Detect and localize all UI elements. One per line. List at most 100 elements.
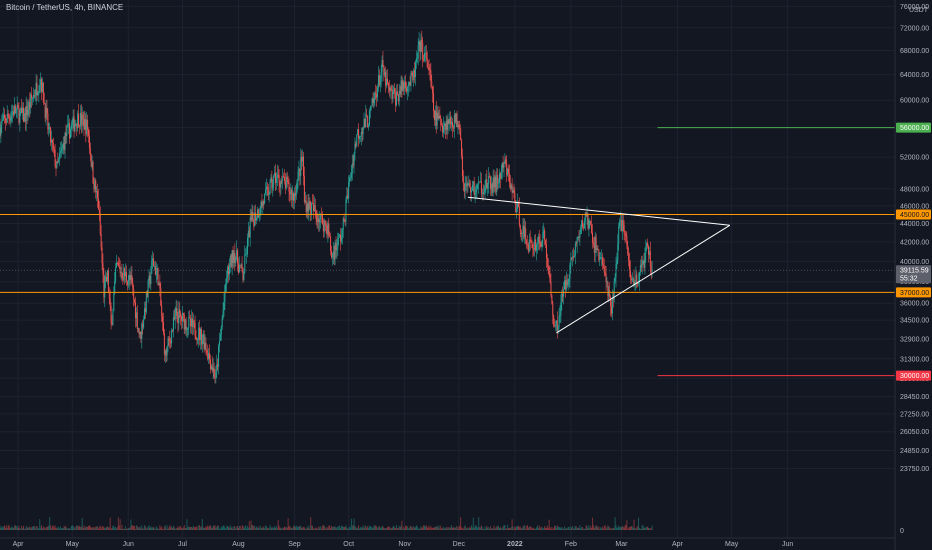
candle-body <box>431 81 433 87</box>
candle-body <box>330 236 332 252</box>
volume-bar <box>232 528 234 530</box>
candle-body <box>83 118 85 130</box>
volume-bar <box>153 526 155 530</box>
volume-bar <box>383 528 385 530</box>
volume-bar <box>435 526 437 530</box>
candle-body <box>508 173 510 183</box>
volume-bar <box>641 525 643 530</box>
volume-bar <box>629 526 631 530</box>
volume-bar <box>190 527 192 530</box>
volume-bar <box>368 527 370 530</box>
candle-body <box>60 151 62 154</box>
volume-bar <box>355 527 357 530</box>
candle-body <box>446 120 448 130</box>
volume-bar <box>17 528 19 530</box>
candle-body <box>17 105 19 109</box>
horizontal-levels[interactable] <box>0 127 895 377</box>
volume-bar <box>630 526 632 530</box>
candle-body <box>296 179 298 192</box>
volume-bar <box>97 526 99 530</box>
candle-body <box>470 190 472 193</box>
volume-bar <box>474 525 476 530</box>
volume-bar <box>179 526 181 530</box>
time-axis[interactable]: Apr May Jun Jul Aug Sep Oct Nov Dec 2022 Feb Mar Apr… <box>0 537 895 548</box>
volume-bar <box>651 525 653 530</box>
volume-bar <box>620 526 622 530</box>
candle-body <box>373 98 375 104</box>
volume-bar <box>177 526 179 530</box>
volume-bar <box>631 526 633 530</box>
volume-bar <box>88 525 90 530</box>
volume-bar <box>562 528 564 530</box>
candle-body <box>386 78 388 86</box>
candle-body <box>321 214 323 225</box>
volume-bar <box>207 525 209 530</box>
candle-body <box>368 110 370 126</box>
volume-bar <box>23 528 25 530</box>
candle-body <box>408 82 410 85</box>
candle-body <box>324 220 326 226</box>
volume-bar <box>616 528 618 530</box>
volume-bar <box>486 525 488 530</box>
candle-body <box>206 350 208 353</box>
candle-body <box>536 243 538 245</box>
candle-body <box>99 213 101 235</box>
volume-bar <box>51 525 53 530</box>
candle-body <box>362 127 364 135</box>
triangle-trendlines[interactable] <box>467 196 731 334</box>
candle-body <box>365 114 367 128</box>
candle-body <box>412 73 414 81</box>
candle-body <box>385 72 387 86</box>
volume-bar <box>184 528 186 530</box>
candle-body <box>242 271 244 281</box>
volume-bar <box>573 528 575 530</box>
candle-body <box>232 250 234 263</box>
volume-zero-label: 0 <box>900 528 904 535</box>
volume-bar <box>30 528 32 530</box>
candle-body <box>554 325 556 327</box>
volume-bar <box>470 527 472 530</box>
price-tick-label: 32900.00 <box>900 336 929 343</box>
candle-body <box>380 71 382 78</box>
candle-body <box>582 220 584 228</box>
candle-body <box>15 109 17 114</box>
volume-bar <box>462 528 464 530</box>
symbol-title[interactable]: Bitcoin / TetherUS, 4h, BINANCE <box>6 3 124 12</box>
volume-bar <box>595 525 597 530</box>
candle-body <box>595 237 597 250</box>
volume-bar <box>96 526 98 530</box>
volume-bar <box>585 525 587 530</box>
candle-body <box>414 61 416 77</box>
volume-bar <box>625 525 627 530</box>
candle-body <box>166 346 168 356</box>
candle-body <box>463 183 465 192</box>
volume-bar <box>226 526 228 530</box>
candle-body <box>237 263 239 273</box>
volume-bar <box>382 526 384 530</box>
candle-body <box>59 153 61 159</box>
time-tick-label: Jul <box>178 541 187 548</box>
volume-bar <box>551 527 553 530</box>
volume-bar <box>431 527 433 530</box>
candle-body <box>238 264 240 273</box>
volume-bar <box>539 528 541 530</box>
volume-bar <box>496 526 498 530</box>
volume-bar <box>586 526 588 530</box>
candle-body <box>622 219 624 226</box>
candle-body <box>212 367 214 371</box>
volume-bar <box>56 527 58 530</box>
volume-bar <box>38 528 40 530</box>
candle-body <box>424 53 426 61</box>
volume-bar <box>379 527 381 530</box>
candle-body <box>370 105 372 108</box>
volume-bar <box>433 527 435 530</box>
candle-body <box>167 338 169 347</box>
trendline-lower[interactable] <box>556 224 731 334</box>
candle-body <box>340 236 342 242</box>
candle-body <box>50 127 52 143</box>
trendline-upper[interactable] <box>467 196 730 226</box>
candle-body <box>388 87 390 92</box>
volume-bar <box>246 525 248 530</box>
volume-bar <box>458 526 460 530</box>
